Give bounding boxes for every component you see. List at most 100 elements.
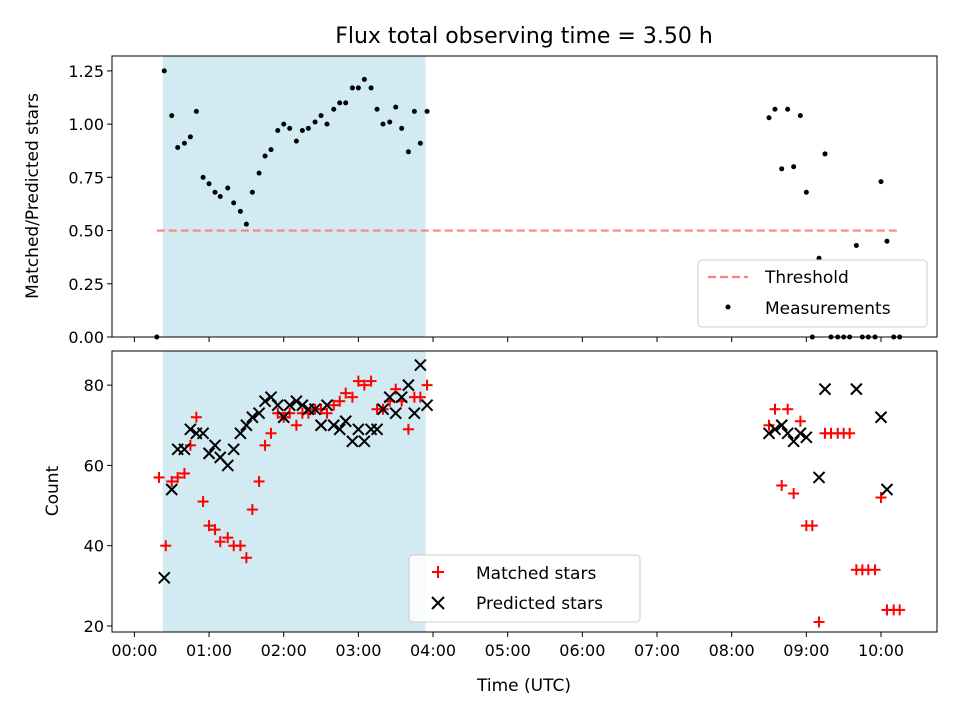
predicted-star-point [402,378,415,392]
measurement-point [791,164,797,170]
predicted-star-point [290,394,303,408]
measurement-point [349,85,355,91]
measurement-point [361,76,367,82]
measurement-point [231,200,237,206]
predicted-star-point [420,398,434,412]
matched-star-point [763,419,775,431]
measurement-point [249,189,255,195]
measurement-point [380,121,386,127]
legend-measurements-label: Measurements [765,299,891,319]
count-panel-frame [111,350,938,633]
matched-star-point [869,564,881,576]
measurement-point [243,221,249,227]
x-tick-label: 01:00 [186,641,232,660]
matched-star-point [794,415,806,427]
matched-star-point [875,492,887,504]
predicted-star-point [352,423,365,436]
x-axis-label: Time (UTC) [476,676,571,696]
predicted-star-point [800,431,813,444]
measurement-point [816,255,822,261]
matched-star-point [358,379,370,391]
measurement-point [169,113,175,119]
y-tick-label: 60 [84,456,104,475]
measurement-point [399,125,405,131]
matched-star-point [166,475,178,487]
predicted-star-point [196,427,210,440]
measurement-point [355,85,361,91]
predicted-star-point [271,398,284,412]
y-tick-label: 20 [84,617,104,636]
count-legend: Matched stars Predicted stars [408,554,641,623]
matched-star-point [352,375,364,387]
predicted-star-point [408,407,421,420]
predicted-star-point [314,419,328,432]
predicted-star-point [308,403,322,416]
measurement-point [161,68,167,74]
predicted-star-point [376,403,390,416]
count-y-axis-label: Count [43,465,63,516]
matched-star-point [290,419,302,431]
measurement-point [779,166,785,172]
count-panel: 20 40 60 80 00:00 01:00 02:00 03:00 04:00 05:00 0… [43,350,938,696]
predicted-star-point [221,459,234,472]
measurement-point [387,119,393,125]
matched-star-point [153,471,165,483]
measurement-point [343,100,349,106]
predicted-star-point [874,411,888,424]
measurement-point [853,242,859,248]
predicted-stars-series [158,358,894,585]
x-tick-label: 09:00 [783,641,829,660]
predicted-star-point [296,398,309,412]
matched-star-point [209,524,221,536]
matched-star-point [253,475,265,487]
measurement-point [193,108,199,114]
matched-star-point [365,375,377,387]
matched-star-point [340,387,352,399]
matched-star-point [402,423,414,435]
matched-star-point [203,520,215,532]
y-tick-label: 1.00 [68,115,104,134]
measurement-point [181,140,187,146]
y-tick-label: 1.25 [68,62,104,81]
predicted-star-point [320,398,334,412]
matched-star-point [806,520,818,532]
predicted-star-point [775,419,788,432]
measurement-point [275,128,281,134]
measurement-point [411,108,417,114]
predicted-star-point [414,358,427,372]
measurement-point [405,149,411,155]
matched-star-point [346,391,358,403]
predicted-star-point [252,407,266,420]
measurement-point [206,181,212,187]
measurement-point [312,119,318,125]
predicted-star-point [339,415,352,428]
measurement-point [256,170,262,176]
measurement-point [374,106,380,112]
measurement-point [766,115,772,121]
predicted-star-point [227,443,240,456]
measurement-point [368,85,374,91]
measurement-point [324,121,330,127]
measurement-point [237,208,243,214]
predicted-star-point [794,427,807,440]
predicted-star-point [370,423,384,436]
predicted-star-point [850,382,863,396]
observing-window-shade [162,56,426,337]
legend-measurements-swatch [725,304,731,310]
predicted-star-point [346,435,359,448]
measurements-series [154,68,903,340]
matched-star-point [272,407,284,419]
ratio-legend: Threshold Measurements [697,259,928,328]
measurement-point [187,134,193,140]
predicted-star-point [358,435,371,448]
count-legend-box [408,554,641,623]
matched-star-point [769,403,781,415]
measurement-point [318,113,324,119]
x-tick-label: 10:00 [858,641,904,660]
predicted-star-point [781,427,794,440]
chart-title: Flux total observing time = 3.50 h [335,24,713,49]
matched-star-point [222,532,234,544]
matched-stars-series [153,375,906,628]
matched-star-point [214,536,226,548]
predicted-star-point [768,423,782,436]
